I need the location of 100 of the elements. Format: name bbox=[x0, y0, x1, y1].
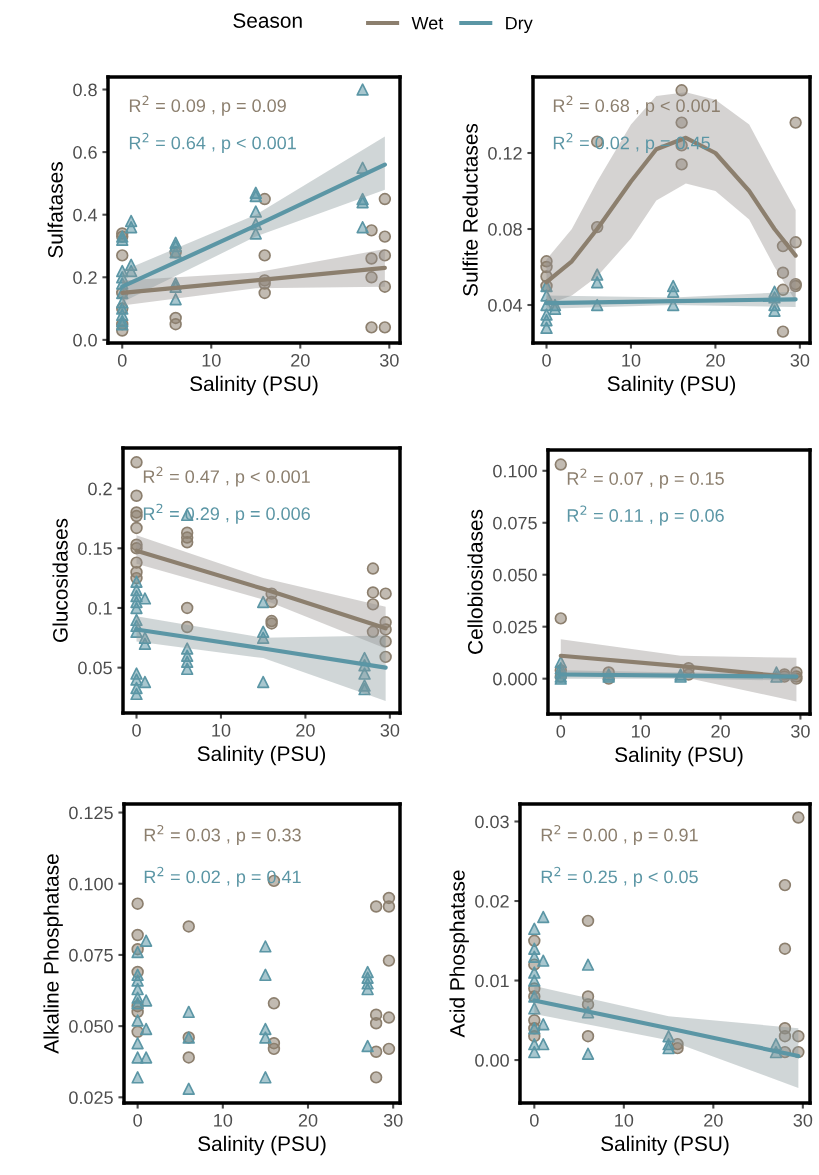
y-tick-label: 0.08 bbox=[488, 222, 522, 236]
x-tick-label: 10 bbox=[202, 353, 221, 367]
point bbox=[131, 974, 144, 987]
y-axis-title: Cellobiosidases bbox=[467, 509, 483, 654]
x-tick-label: 10 bbox=[212, 723, 231, 737]
y-tick-label: 0.6 bbox=[73, 146, 97, 159]
point bbox=[256, 675, 270, 689]
point bbox=[789, 116, 802, 129]
point bbox=[528, 974, 541, 987]
point bbox=[554, 458, 567, 471]
point bbox=[554, 612, 567, 625]
point bbox=[382, 900, 396, 913]
point bbox=[138, 675, 152, 689]
point bbox=[581, 958, 595, 971]
y-axis-title: Sulfatases bbox=[47, 162, 63, 258]
y-tick-label: 0.100 bbox=[493, 464, 537, 478]
point bbox=[792, 811, 805, 824]
x-tick-label: 30 bbox=[793, 1113, 813, 1127]
annotation: R$^{2}$ = 0.11 , p = 0.06 bbox=[567, 505, 724, 526]
x-tick-label: 30 bbox=[380, 723, 400, 737]
point bbox=[382, 1042, 396, 1056]
point bbox=[130, 509, 143, 523]
legend-label: Wet bbox=[411, 16, 444, 30]
point bbox=[131, 1051, 144, 1064]
point bbox=[356, 220, 369, 234]
point bbox=[378, 192, 392, 206]
point bbox=[131, 928, 144, 942]
point bbox=[138, 592, 152, 605]
point bbox=[369, 1017, 383, 1030]
point bbox=[369, 1071, 383, 1084]
y-axis-title: Sulfite Reductases bbox=[462, 123, 478, 296]
point bbox=[259, 1071, 272, 1084]
point bbox=[366, 586, 380, 599]
y-tick-label: 0.02 bbox=[475, 894, 509, 908]
annotation: R$^{2}$ = 0.07 , p = 0.15 bbox=[567, 468, 724, 489]
point bbox=[130, 601, 143, 615]
point bbox=[361, 1039, 374, 1053]
point bbox=[382, 1011, 396, 1024]
y-tick-label: 0.00 bbox=[475, 1053, 509, 1067]
point bbox=[528, 1045, 541, 1059]
y-tick-label: 0.4 bbox=[73, 208, 98, 222]
annotation: R$^{2}$ = 0.47 , p < 0.001 bbox=[143, 466, 310, 487]
x-tick-label: 0 bbox=[530, 1113, 539, 1127]
x-tick-label: 10 bbox=[615, 1113, 634, 1127]
point bbox=[361, 982, 374, 996]
y-axis-title: Glucosidases bbox=[52, 518, 68, 642]
point bbox=[267, 1042, 281, 1056]
annotation: R$^{2}$ = 0.03 , p = 0.33 bbox=[144, 824, 301, 845]
point bbox=[528, 950, 541, 963]
point bbox=[776, 325, 790, 338]
y-tick-label: 0.050 bbox=[69, 1020, 113, 1033]
x-tick-label: 20 bbox=[298, 1113, 318, 1127]
point bbox=[267, 997, 281, 1010]
point bbox=[131, 1014, 144, 1027]
x-axis-title: Salinity (PSU) bbox=[197, 745, 326, 766]
y-tick-label: 0.05 bbox=[78, 661, 112, 675]
y-tick-label: 0.04 bbox=[488, 298, 523, 312]
point bbox=[131, 897, 144, 910]
x-axis-title: Salinity (PSU) bbox=[190, 375, 318, 396]
x-tick-label: 20 bbox=[296, 723, 315, 737]
point bbox=[581, 1047, 595, 1060]
point bbox=[540, 321, 553, 335]
x-tick-label: 0 bbox=[556, 724, 566, 738]
point bbox=[259, 940, 272, 953]
point bbox=[131, 1036, 144, 1050]
annotation: R$^{2}$ = 0.25 , p < 0.05 bbox=[541, 866, 698, 887]
x-tick-label: 30 bbox=[383, 1113, 403, 1127]
point bbox=[130, 456, 143, 469]
point bbox=[778, 942, 792, 955]
point bbox=[259, 968, 272, 982]
x-tick-label: 10 bbox=[631, 724, 650, 738]
point bbox=[182, 1051, 195, 1064]
x-tick-label: 0 bbox=[132, 723, 141, 737]
y-tick-label: 0.075 bbox=[69, 948, 113, 962]
y-tick-label: 0.000 bbox=[493, 672, 537, 686]
x-tick-label: 20 bbox=[706, 353, 725, 367]
y-tick-label: 0.03 bbox=[475, 815, 509, 829]
y-tick-label: 0.050 bbox=[493, 568, 537, 582]
point bbox=[537, 1037, 550, 1051]
point bbox=[258, 249, 271, 262]
x-tick-label: 0 bbox=[117, 353, 127, 367]
point bbox=[366, 562, 380, 575]
point bbox=[662, 1041, 675, 1055]
point bbox=[180, 536, 194, 549]
x-tick-label: 30 bbox=[790, 353, 810, 367]
y-tick-label: 0.2 bbox=[88, 482, 112, 496]
point bbox=[180, 601, 194, 615]
y-tick-label: 0.8 bbox=[73, 83, 97, 97]
annotation: R$^{2}$ = 0.02 , p = 0.41 bbox=[144, 866, 301, 887]
x-tick-label: 30 bbox=[791, 724, 810, 738]
point bbox=[139, 994, 153, 1007]
y-tick-label: 0.075 bbox=[493, 516, 537, 530]
y-tick-label: 0.1 bbox=[88, 601, 112, 615]
x-axis-title: Salinity (PSU) bbox=[615, 746, 743, 767]
point bbox=[259, 1031, 272, 1044]
y-tick-label: 0.125 bbox=[69, 806, 113, 820]
x-axis-title: Salinity (PSU) bbox=[607, 375, 736, 396]
point bbox=[130, 575, 143, 588]
point bbox=[182, 920, 195, 933]
point bbox=[356, 83, 369, 96]
